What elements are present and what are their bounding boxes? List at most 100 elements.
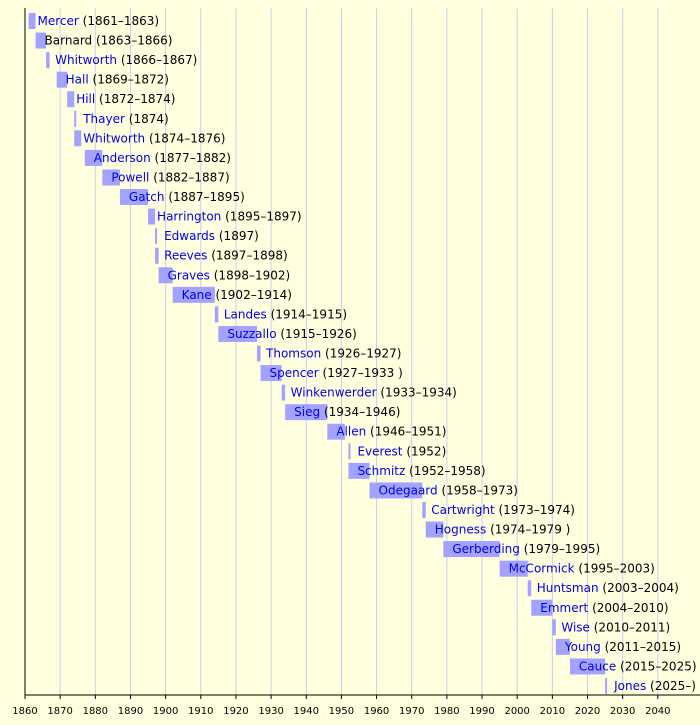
dates: (1874) (129, 111, 169, 125)
name: Thomson (265, 346, 321, 360)
dates: (1974–1979 ) (490, 522, 570, 536)
dates: (1933–1934) (380, 385, 456, 399)
x-tick-label: 1900 (153, 706, 178, 717)
name: Graves (168, 268, 210, 282)
dates: (1874–1876) (149, 131, 225, 145)
bar-label: Winkenwerder (1933–1934) (291, 385, 457, 399)
name: McCormick (509, 561, 575, 575)
bar-label: Spencer (1927–1933 ) (270, 366, 403, 380)
name: Everest (357, 444, 402, 458)
dates: (1915–1926) (280, 326, 356, 340)
bar-label: Cauce (2015–2025) (579, 659, 697, 673)
name: Powell (111, 170, 149, 184)
name: Suzzallo (227, 326, 276, 340)
bar (119, 189, 149, 206)
bar (148, 208, 156, 225)
x-tick-label: 1880 (83, 706, 108, 717)
bar (172, 286, 215, 303)
dates: (1887–1895) (168, 190, 244, 204)
bar-label: Whitworth (1874–1876) (83, 131, 225, 145)
bar (260, 365, 282, 382)
name: Harrington (157, 209, 221, 223)
bar-label: Edwards (1897) (164, 229, 259, 243)
bar-label: Everest (1952) (357, 444, 446, 458)
dates: (1995–2003) (578, 561, 654, 575)
name: Hogness (435, 522, 486, 536)
dates: (1897–1898) (211, 248, 287, 262)
bar-label: Barnard (1863–1866) (45, 33, 173, 47)
x-tick-label: 1890 (118, 706, 143, 717)
bar-label: Graves (1898–1902) (168, 268, 291, 282)
bar-label: Jones (2025–) (613, 679, 696, 693)
x-tick-label: 1990 (469, 706, 494, 717)
dates: (2015–2025) (620, 659, 696, 673)
bar (74, 130, 82, 147)
x-tick-label: 1930 (258, 706, 283, 717)
bar (214, 306, 219, 323)
bar (348, 443, 351, 460)
bar (155, 228, 158, 245)
bar (257, 345, 261, 362)
x-tick-label: 2040 (645, 706, 670, 717)
dates: (1861–1863) (83, 14, 159, 28)
name: Barnard (45, 33, 93, 47)
dates: (1926–1927) (325, 346, 401, 360)
bar (158, 267, 173, 284)
bar-label: Hall (1869–1872) (66, 72, 169, 86)
bar (531, 599, 553, 616)
bar-label: Gerberding (1979–1995) (452, 542, 600, 556)
name: Sieg (294, 405, 320, 419)
bar (281, 384, 286, 401)
dates: (1952) (406, 444, 446, 458)
bar-label: Young (2011–2015) (564, 639, 681, 653)
dates: (1914–1915) (271, 307, 347, 321)
bar-label: Landes (1914–1915) (224, 307, 347, 321)
bar-label: Thomson (1926–1927) (265, 346, 401, 360)
dates: (2025–) (650, 679, 696, 693)
name: Huntsman (537, 581, 599, 595)
name: Spencer (270, 366, 319, 380)
bar (555, 638, 570, 655)
bar-label: Hogness (1974–1979 ) (435, 522, 571, 536)
bar-label: Thayer (1874) (82, 111, 168, 125)
x-tick-label: 1940 (294, 706, 319, 717)
name: Winkenwerder (291, 385, 377, 399)
dates: (1895–1897) (225, 209, 301, 223)
x-tick-label: 1970 (399, 706, 424, 717)
bar (74, 110, 77, 127)
bar (285, 404, 328, 421)
dates: (2003–2004) (602, 581, 678, 595)
name: Allen (336, 424, 366, 438)
bar-label: Gatch (1887–1895) (129, 190, 245, 204)
dates: (1946–1951) (370, 424, 446, 438)
bar-label: Anderson (1877–1882) (94, 150, 231, 164)
bar-label: Emmert (2004–2010) (540, 600, 668, 614)
bar (425, 521, 444, 538)
name: Hall (66, 72, 89, 86)
bar (155, 247, 159, 264)
dates: (1882–1887) (153, 170, 229, 184)
bar-label: Hill (1872–1874) (76, 92, 175, 106)
x-tick-label: 1910 (188, 706, 213, 717)
name: Jones (613, 679, 646, 693)
name: Young (564, 639, 601, 653)
dates: (2011–2015) (605, 639, 681, 653)
bar (443, 541, 500, 558)
dates: (1927–1933 ) (323, 366, 403, 380)
x-tick-label: 1870 (47, 706, 72, 717)
name: Anderson (94, 150, 151, 164)
x-tick-label: 1980 (434, 706, 459, 717)
x-tick-label: 1950 (329, 706, 354, 717)
bar-label: Huntsman (2003–2004) (537, 581, 679, 595)
name: Kane (182, 287, 212, 301)
bar (84, 149, 103, 166)
x-tick-label: 2030 (610, 706, 635, 717)
name: Gerberding (452, 542, 520, 556)
bar (28, 13, 36, 29)
dates: (1869–1872) (93, 72, 169, 86)
bar-label: Sieg (1934–1946) (294, 405, 400, 419)
name: Cartwright (431, 502, 495, 516)
bar-label: Allen (1946–1951) (336, 424, 446, 438)
